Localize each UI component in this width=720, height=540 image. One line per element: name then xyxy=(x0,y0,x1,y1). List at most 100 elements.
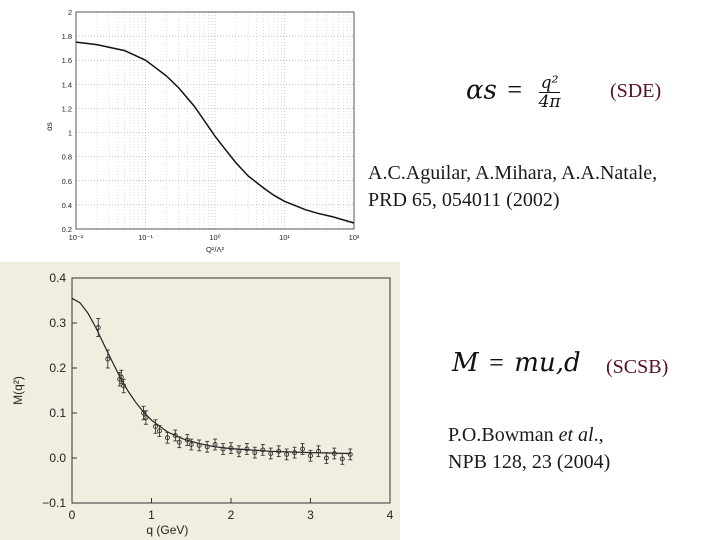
y-tick-label: 0.2 xyxy=(49,361,66,375)
data-point xyxy=(95,318,101,337)
data-point xyxy=(220,443,226,455)
data-point xyxy=(236,445,242,458)
x-axis-label: q (GeV) xyxy=(146,523,188,537)
data-point xyxy=(316,445,321,458)
point-marker xyxy=(331,451,337,456)
point-marker xyxy=(121,383,127,389)
data-point xyxy=(121,378,127,394)
data-point xyxy=(284,448,290,461)
x-tick-label: 1 xyxy=(148,508,155,522)
data-point xyxy=(347,448,353,461)
x-tick-label: 10¹ xyxy=(279,233,290,242)
x-tick-label: 0 xyxy=(69,508,76,522)
scsb-formula: M = mu,d xyxy=(452,348,581,378)
point-marker xyxy=(220,446,226,452)
data-point xyxy=(188,438,194,451)
y-tick-label: 1 xyxy=(68,129,72,138)
point-marker xyxy=(228,445,234,451)
data-point xyxy=(276,445,282,458)
y-tick-label: 0.1 xyxy=(49,406,66,420)
point-marker xyxy=(300,446,305,452)
data-point xyxy=(308,449,313,462)
data-point xyxy=(153,419,158,434)
y-tick-label: 0.4 xyxy=(62,201,72,210)
scsb-reference-etal: et al xyxy=(558,424,594,446)
mass-function-chart: 0.4 0.3 0.2 0.1 0.0 −0.10 1 2 3 4 q (GeV) M(q²) xyxy=(0,262,400,540)
point-marker xyxy=(284,451,290,457)
alpha-s-chart: 2 1.8 1.6 1.4 1.2 1 0.8 0.6 0.4 0.210⁻² 10⁻¹ 10⁰ 10¹… xyxy=(45,8,360,254)
data-point xyxy=(118,369,124,385)
y-tick-label: −0.1 xyxy=(42,496,66,510)
x-tick-label: 4 xyxy=(387,508,394,522)
point-marker xyxy=(212,442,218,447)
y-tick-label: 0.8 xyxy=(62,153,72,162)
point-marker xyxy=(156,428,162,434)
quark-mass-symbol: mu,d xyxy=(514,348,581,378)
sde-reference-authors: A.C.Aguilar, A.Mihara, A.A.Natale, xyxy=(368,162,658,184)
data-point xyxy=(184,434,190,446)
point-marker xyxy=(339,456,345,462)
mass-symbol: M xyxy=(452,348,479,378)
alpha-s-curve xyxy=(75,41,355,224)
data-point xyxy=(228,442,234,454)
scsb-reference-name: P.O.Bowman xyxy=(448,424,559,446)
x-axis-label: Q²/Λ² xyxy=(206,245,224,254)
sde-reference: A.C.Aguilar, A.Mihara, A.A.Natale, PRD 6… xyxy=(368,160,657,214)
data-point xyxy=(252,446,258,459)
point-marker xyxy=(143,415,149,420)
data-point xyxy=(300,443,305,455)
sde-formula: αs = q² 4π xyxy=(466,74,561,111)
scsb-tag: (SCSB) xyxy=(606,356,669,378)
data-point xyxy=(244,443,250,455)
sde-reference-journal: PRD 65, 054011 (2002) xyxy=(368,189,560,211)
fraction: q² 4π xyxy=(539,74,561,111)
point-marker xyxy=(118,374,124,380)
data-point xyxy=(260,444,266,456)
y-tick-label: 2 xyxy=(68,8,72,17)
point-marker xyxy=(347,451,353,457)
point-marker xyxy=(176,439,182,445)
data-point xyxy=(164,431,170,444)
alpha-s-symbol: αs xyxy=(466,75,497,106)
point-marker xyxy=(308,453,313,459)
x-tick-label: 10⁻¹ xyxy=(138,233,153,242)
fraction-denominator: 4π xyxy=(538,92,561,112)
point-marker xyxy=(164,435,170,441)
data-point xyxy=(176,436,182,449)
scsb-reference-authors: P.O.Bowman et al., xyxy=(448,422,610,449)
point-marker xyxy=(204,444,210,450)
x-tick-label: 3 xyxy=(307,508,314,522)
data-point xyxy=(143,410,149,425)
y-axis-label: αs xyxy=(45,122,54,131)
data-point xyxy=(268,447,274,460)
x-tick-label: 10⁻² xyxy=(69,233,84,242)
point-marker xyxy=(268,451,274,456)
y-tick-label: 1.8 xyxy=(62,32,72,41)
scsb-reference-journal: NPB 128, 23 (2004) xyxy=(448,451,611,473)
point-marker xyxy=(236,448,242,454)
y-tick-label: 0.4 xyxy=(49,271,66,285)
scan-background xyxy=(0,262,400,540)
data-point xyxy=(196,439,202,452)
x-tick-label: 2 xyxy=(228,508,235,522)
y-tick-label: 1.2 xyxy=(62,104,72,113)
y-tick-label: 0.6 xyxy=(62,177,72,186)
point-marker xyxy=(196,442,202,448)
point-marker xyxy=(316,448,321,454)
point-marker xyxy=(252,450,258,456)
y-tick-label: 0.2 xyxy=(62,225,72,234)
point-marker xyxy=(292,450,298,456)
data-point xyxy=(204,440,210,453)
point-marker xyxy=(184,437,190,443)
equals-sign: = xyxy=(489,348,504,377)
point-marker xyxy=(260,447,266,453)
equals-sign: = xyxy=(507,75,523,105)
x-tick-label: 10⁰ xyxy=(209,233,220,242)
data-point xyxy=(105,349,111,369)
data-point xyxy=(172,429,178,442)
point-marker xyxy=(95,325,101,330)
data-point xyxy=(339,453,345,465)
data-point xyxy=(212,438,218,451)
data-point xyxy=(331,447,337,460)
fraction-numerator: q² xyxy=(538,73,561,93)
